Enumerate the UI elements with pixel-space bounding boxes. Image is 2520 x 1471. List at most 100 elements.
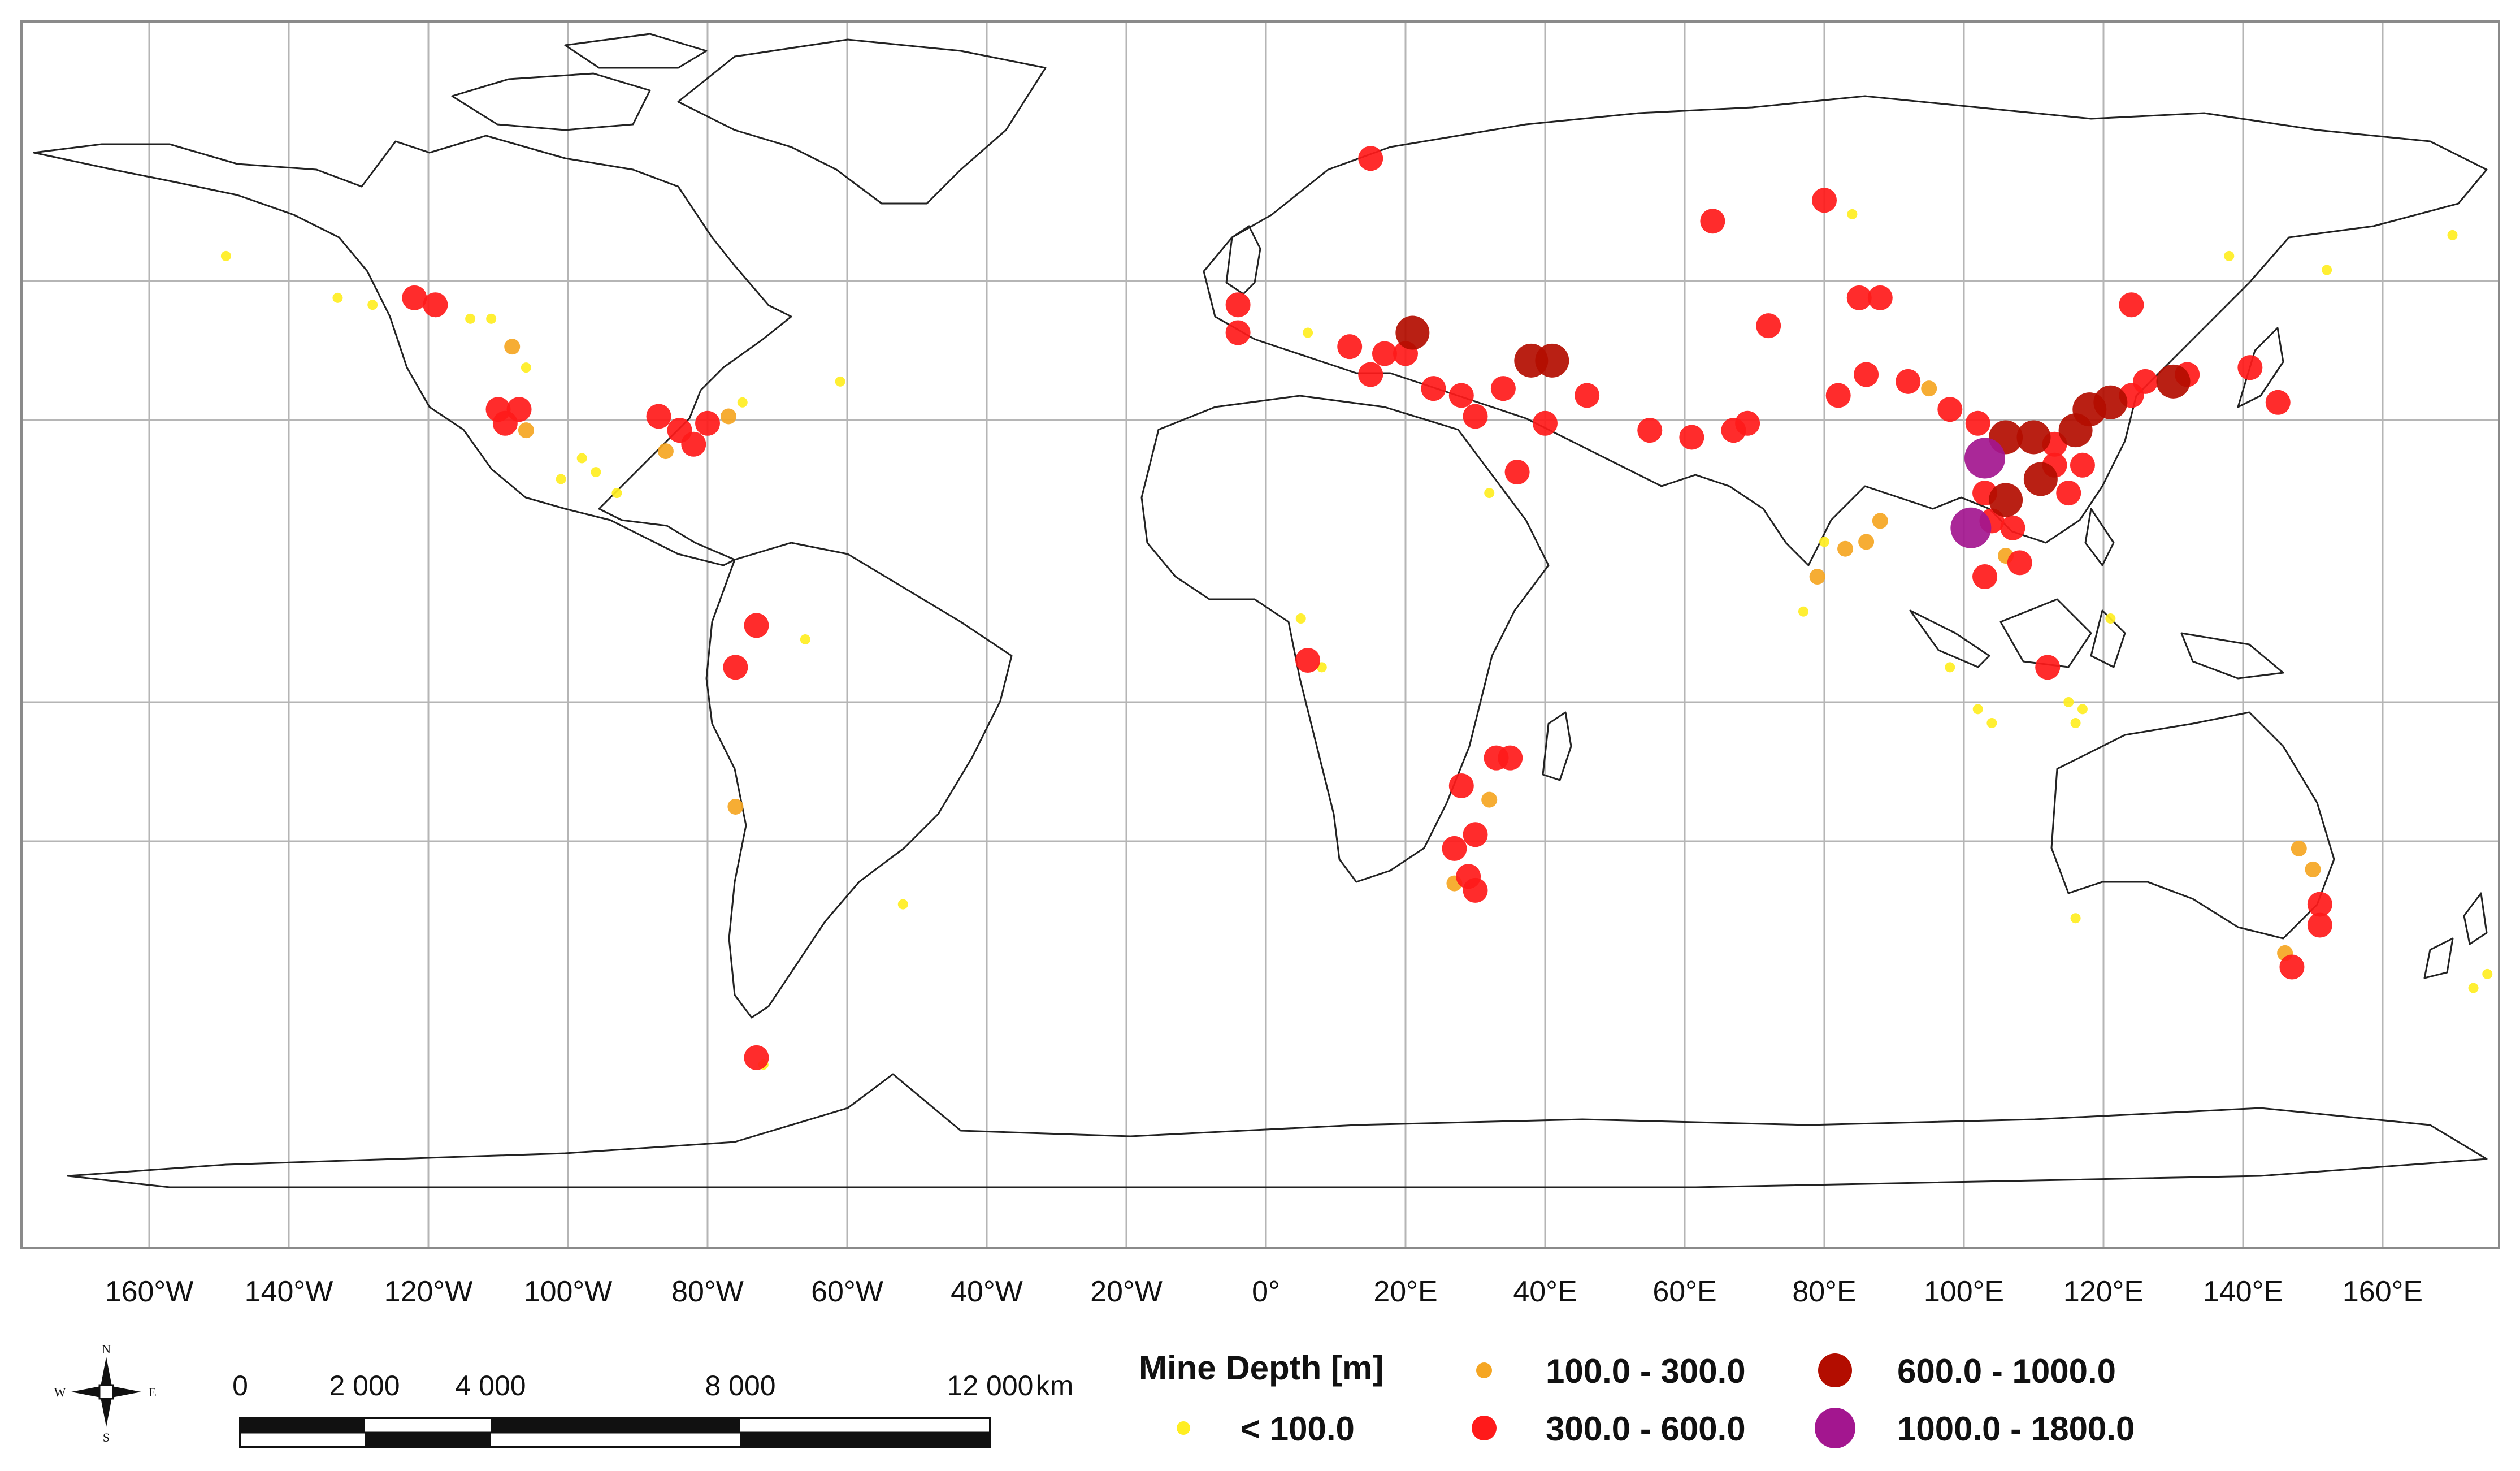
mine-300-600 — [1504, 460, 1530, 485]
coast-arctic-islands — [451, 33, 708, 131]
lon-label: 160°W — [105, 1275, 194, 1308]
mine-300-600 — [2056, 481, 2081, 506]
compass-n: N — [102, 1342, 111, 1356]
mine-300-600 — [1867, 285, 1893, 310]
lon-label: 140°E — [2203, 1275, 2283, 1308]
mine-100-300 — [657, 443, 674, 460]
legend-title: Mine Depth [m] — [1139, 1349, 1383, 1387]
legend-swatch-1000-1800 — [1815, 1408, 1855, 1448]
mine-300-600 — [1490, 376, 1516, 401]
mine-lt100 — [1303, 327, 1313, 338]
mine-300-600 — [1442, 836, 1467, 861]
graticule — [23, 23, 2498, 1247]
mine-100-300 — [727, 798, 744, 815]
mine-600-1000 — [1395, 315, 1430, 350]
map-panel-border — [20, 20, 2500, 1249]
mine-300-600 — [1854, 362, 1879, 387]
mine-lt100 — [737, 397, 748, 408]
scale-tick-label: 0 — [232, 1370, 248, 1401]
mine-300-600 — [1756, 313, 1781, 339]
mine-100-300 — [504, 339, 521, 355]
mine-300-600 — [1358, 362, 1383, 387]
mine-lt100 — [1295, 613, 1306, 624]
scale-tick-label: 8 000 — [705, 1370, 775, 1401]
mine-100-300 — [1858, 534, 1875, 550]
mine-600-1000 — [2016, 420, 2051, 455]
coast-antarctica — [67, 1073, 2488, 1188]
mine-300-600 — [695, 410, 720, 436]
coast-australia — [2050, 711, 2335, 940]
lon-label: 60°E — [1652, 1275, 1716, 1308]
mine-300-600 — [2119, 292, 2144, 318]
scale-tick-label: 2 000 — [329, 1370, 400, 1401]
mine-300-600 — [1295, 648, 1321, 673]
lon-label: 80°W — [671, 1275, 744, 1308]
mine-lt100 — [2063, 697, 2074, 707]
mine-lt100 — [1945, 662, 1955, 673]
mine-lt100 — [1986, 717, 1997, 728]
mine-points — [220, 146, 2493, 1070]
lon-label: 160°E — [2343, 1275, 2423, 1308]
mine-300-600 — [1700, 209, 1725, 234]
mine-100-300 — [1481, 791, 1498, 808]
mine-300-600 — [1637, 418, 1663, 443]
lon-label: 100°E — [1924, 1275, 2004, 1308]
legend-label-100-300: 100.0 - 300.0 — [1546, 1352, 1746, 1390]
mine-300-600 — [1463, 404, 1488, 429]
mine-300-600 — [1972, 564, 1998, 590]
mine-lt100 — [2447, 230, 2458, 240]
mine-300-600 — [681, 431, 706, 457]
mine-300-600 — [1463, 822, 1488, 847]
coast-south-america — [705, 542, 1013, 1019]
scale-unit: km — [1036, 1370, 1074, 1401]
mine-lt100 — [2105, 613, 2116, 624]
mine-600-1000 — [1989, 483, 2023, 517]
legend-swatch-lt100 — [1177, 1421, 1190, 1435]
mine-600-1000 — [2093, 385, 2128, 419]
mine-300-600 — [2307, 892, 2332, 917]
mine-300-600 — [492, 410, 518, 436]
mine-lt100 — [1484, 488, 1495, 499]
mine-300-600 — [1812, 188, 1837, 213]
legend-label-1000-1800: 1000.0 - 1800.0 — [1897, 1410, 2135, 1448]
mine-300-600 — [723, 655, 748, 680]
mine-lt100 — [367, 300, 378, 310]
coast-britain — [1225, 225, 1261, 295]
mine-300-600 — [1498, 745, 1523, 771]
legend-swatch-300-600 — [1472, 1416, 1497, 1440]
coastlines — [33, 33, 2488, 1188]
lon-label: 60°W — [811, 1275, 883, 1308]
longitude-labels: 160°W 140°W 120°W 100°W 80°W 60°W 40°W 2… — [105, 1275, 2423, 1308]
mine-300-600 — [1937, 397, 1963, 422]
mine-lt100 — [220, 250, 231, 261]
mine-1000-1800 — [1964, 438, 2006, 479]
lon-label: 40°E — [1513, 1275, 1577, 1308]
mine-600-1000 — [2023, 462, 2058, 496]
coast-north-america — [33, 135, 792, 566]
mine-300-600 — [1372, 341, 1397, 366]
lon-label: 120°W — [384, 1275, 473, 1308]
mine-300-600 — [1679, 425, 1704, 450]
mine-300-600 — [402, 285, 427, 310]
mine-lt100 — [2468, 983, 2479, 993]
mine-300-600 — [744, 613, 769, 638]
mine-lt100 — [2070, 913, 2081, 924]
mine-300-600 — [2133, 369, 2158, 394]
mine-100-300 — [1921, 380, 1937, 397]
compass-e: E — [149, 1385, 156, 1399]
mine-300-600 — [2279, 954, 2305, 980]
lon-label: 20°W — [1090, 1275, 1163, 1308]
mine-lt100 — [486, 313, 497, 324]
mine-300-600 — [2035, 655, 2061, 680]
lon-label: 40°W — [951, 1275, 1023, 1308]
mine-lt100 — [1847, 209, 1858, 219]
legend-swatch-100-300 — [1476, 1362, 1492, 1378]
lon-label: 120°E — [2063, 1275, 2144, 1308]
scale-tick-label: 4 000 — [455, 1370, 526, 1401]
mine-300-600 — [1448, 773, 1474, 798]
mine-300-600 — [1225, 292, 1251, 318]
legend-swatch-600-1000 — [1818, 1353, 1852, 1387]
mine-lt100 — [1798, 606, 1808, 617]
mine-300-600 — [1448, 383, 1474, 408]
legend: Mine Depth [m] < 100.0 100.0 - 300.0 300… — [1139, 1349, 2135, 1448]
